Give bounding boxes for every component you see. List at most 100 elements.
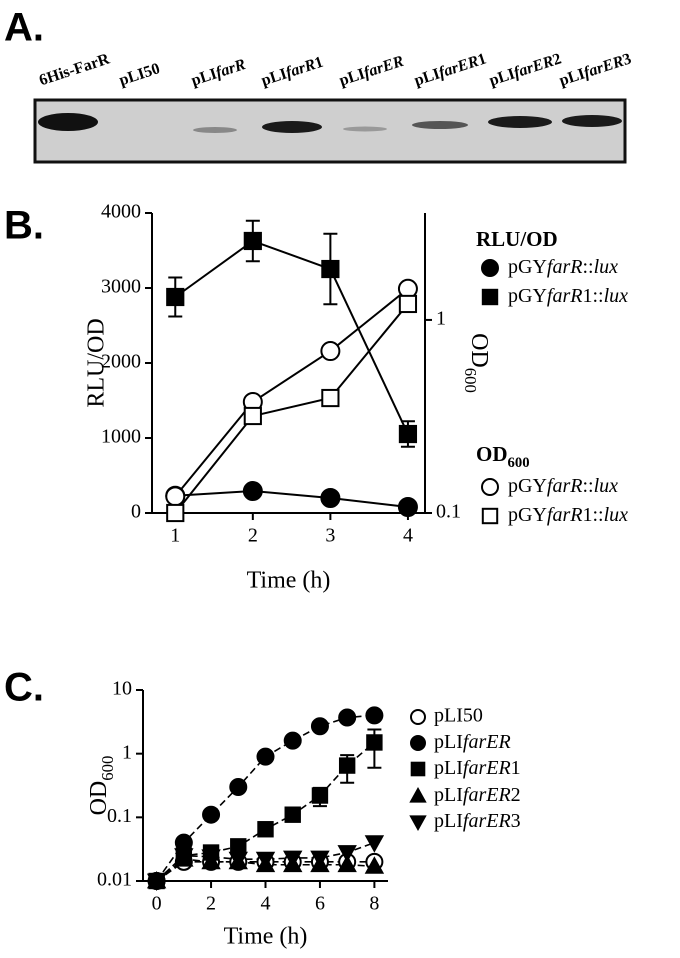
y-tick-label: 1000	[101, 426, 141, 448]
y-tick-label: 1	[122, 741, 132, 763]
legend-title: OD600	[476, 442, 530, 472]
x-axis-label: Time (h)	[224, 924, 308, 950]
text-span: lux	[594, 475, 619, 497]
marker	[481, 288, 499, 306]
marker	[243, 231, 262, 251]
x-tick-label: 3	[325, 525, 335, 547]
marker	[165, 486, 186, 507]
band	[38, 113, 98, 131]
text-span: OD	[476, 442, 508, 466]
panel-label: B.	[4, 204, 44, 248]
y2-tick-label: 0.1	[436, 501, 461, 523]
legend-label: pLIfarER1	[434, 757, 521, 779]
text-span: lux	[604, 504, 629, 526]
y-tick-label: 4000	[101, 201, 141, 223]
marker	[174, 848, 194, 866]
text-span: 1::	[582, 504, 603, 526]
marker	[310, 850, 330, 869]
text-span: pLI	[434, 757, 463, 779]
text-span: pGY	[508, 285, 547, 307]
band	[562, 115, 622, 127]
text-span: pLI	[434, 784, 463, 806]
text-span: pLI	[434, 810, 463, 832]
marker	[201, 849, 221, 867]
text-span: farR	[547, 504, 583, 526]
lane-label: pLIfarER3	[557, 50, 633, 89]
legend-label: pLIfarER	[434, 731, 511, 753]
x-tick-label: 4	[261, 893, 271, 915]
text-span: farR	[547, 285, 583, 307]
text-span: farER	[437, 52, 481, 81]
y-axis-label: OD600	[86, 756, 118, 816]
marker	[321, 259, 340, 279]
marker	[481, 478, 499, 496]
text-span: 600	[98, 756, 117, 781]
marker	[310, 717, 329, 736]
x-tick-label: 0	[152, 893, 162, 915]
marker	[365, 706, 384, 725]
lane-label: pLIfarR1	[259, 53, 325, 89]
marker	[283, 850, 303, 869]
x-tick-label: 6	[315, 893, 325, 915]
lane-label: pLIfarER2	[487, 50, 563, 89]
band	[343, 126, 387, 132]
marker	[481, 507, 499, 525]
legend-label: pGYfarR::lux	[508, 256, 618, 278]
text-span: pLI	[434, 731, 463, 753]
x-tick-label: 8	[369, 893, 379, 915]
text-span: lux	[604, 285, 629, 307]
legend-label: pLIfarER2	[434, 784, 521, 806]
text-span: farER	[512, 52, 556, 81]
blot-membrane	[33, 98, 627, 164]
text-span: lux	[594, 256, 619, 278]
lane-label: pLIfarR	[189, 56, 248, 90]
series-line	[174, 303, 409, 514]
marker	[364, 856, 385, 874]
series-line	[156, 841, 375, 882]
marker	[410, 761, 426, 777]
text-span: farR	[547, 475, 583, 497]
marker	[481, 259, 499, 277]
marker	[320, 488, 341, 508]
x-axis-label: Time (h)	[247, 568, 331, 594]
text-span: 600	[508, 455, 530, 471]
text-span: pGY	[508, 475, 547, 497]
marker	[257, 821, 274, 838]
y-tick-label: 10	[112, 678, 132, 700]
band	[488, 116, 552, 128]
marker	[410, 735, 426, 751]
y-tick-label: 0.01	[97, 869, 132, 891]
y-tick-label: 0.1	[107, 805, 132, 827]
panel-label: C.	[4, 666, 44, 710]
lane-label: 6His-FarR	[37, 50, 112, 89]
text-span: farER	[463, 784, 511, 806]
marker	[398, 294, 418, 314]
marker	[320, 341, 341, 362]
text-span: 600	[461, 368, 480, 393]
band	[412, 121, 468, 129]
legend-label: pGYfarR1::lux	[508, 504, 628, 526]
series-line	[174, 239, 409, 435]
text-span: farER	[582, 52, 626, 81]
y-tick-label: 3000	[101, 276, 141, 298]
series-line	[175, 490, 409, 508]
marker	[228, 851, 248, 870]
band	[193, 127, 237, 133]
marker	[338, 757, 356, 774]
text-span: 2	[511, 784, 521, 806]
marker	[229, 777, 248, 796]
legend-label: pLIfarER3	[434, 810, 521, 832]
text-span: OD	[86, 781, 112, 816]
text-span: 1	[511, 757, 521, 779]
y2-axis-label: OD600	[461, 333, 493, 393]
band	[262, 121, 322, 133]
marker	[256, 747, 275, 766]
marker	[321, 388, 340, 408]
marker	[409, 815, 427, 832]
text-span: farER	[463, 731, 511, 753]
marker	[146, 873, 167, 892]
series-line	[174, 288, 409, 497]
legend-label: pGYfarR1::lux	[508, 285, 628, 307]
marker	[338, 708, 357, 727]
